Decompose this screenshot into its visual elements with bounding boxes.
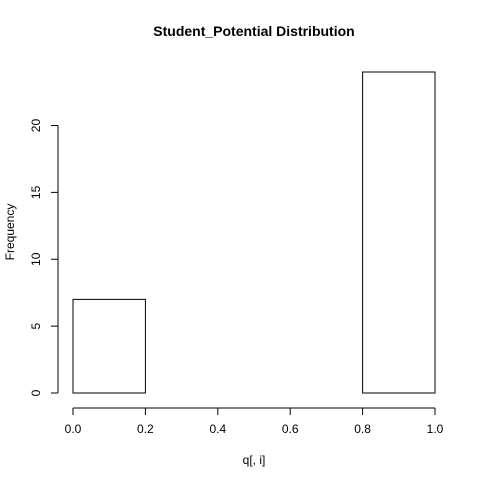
x-tick-label-4: 0.8: [354, 422, 371, 436]
x-tick-label-2: 0.4: [209, 422, 226, 436]
y-axis: 0 5 10 15 20: [29, 119, 59, 396]
y-tick-label-4: 20: [29, 119, 43, 133]
y-tick-label-1: 5: [29, 322, 43, 329]
histogram-bar-0: [72, 298, 146, 394]
x-axis: 0.0 0.2 0.4 0.6 0.8 1.0: [65, 407, 444, 436]
histogram-bar-4: [362, 71, 436, 394]
y-tick-label-3: 15: [29, 185, 43, 199]
bars-group: [72, 71, 436, 394]
x-tick-label-0: 0.0: [65, 422, 82, 436]
y-tick-label-0: 0: [29, 389, 43, 396]
chart-title: Student_Potential Distribution: [153, 23, 354, 39]
x-axis-label: q[, i]: [243, 453, 266, 467]
y-tick-label-2: 10: [29, 252, 43, 266]
y-axis-label: Frequency: [3, 204, 17, 261]
x-tick-label-3: 0.6: [282, 422, 299, 436]
x-tick-label-1: 0.2: [137, 422, 154, 436]
x-tick-label-5: 1.0: [427, 422, 444, 436]
